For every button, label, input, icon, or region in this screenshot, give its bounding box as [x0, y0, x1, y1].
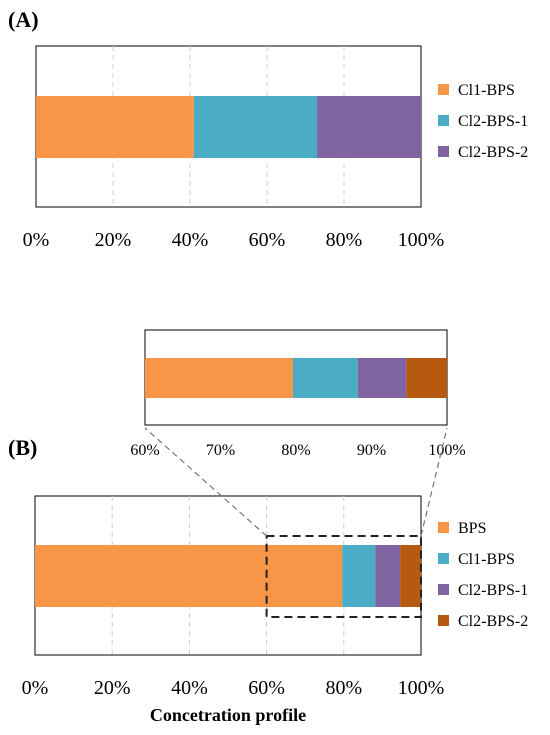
legend-swatch-a [438, 84, 449, 95]
x-tick-label-a: 0% [23, 229, 50, 251]
x-tick-label-b: 60% [248, 677, 285, 699]
bar-segment-b [400, 545, 421, 607]
legend-label-b: Cl1-BPS [458, 551, 515, 568]
x-tick-label-a: 60% [249, 229, 286, 251]
legend-swatch-a [438, 115, 449, 126]
bar-segment-b [35, 545, 343, 607]
bar-segment-inset [406, 358, 447, 398]
legend-swatch-a [438, 146, 449, 157]
x-tick-label-b: 80% [325, 677, 362, 699]
bar-segment-b [342, 545, 376, 607]
x-tick-label-b: 20% [94, 677, 131, 699]
panel-label-b: (B) [8, 435, 37, 460]
x-tick-label-inset: 100% [428, 442, 465, 459]
panel-label-a: (A) [8, 7, 39, 32]
bar-segment-a [193, 96, 318, 158]
x-tick-label-b: 100% [398, 677, 445, 699]
zoom-box [265, 535, 422, 618]
x-tick-label-a: 20% [95, 229, 132, 251]
bar-segment-inset [145, 358, 293, 398]
zoom-connector-left [144, 427, 267, 537]
legend-label-a: Cl2-BPS-2 [458, 144, 528, 161]
legend-label-b: BPS [458, 520, 486, 537]
x-axis-label-b: Concetration profile [150, 705, 306, 725]
x-tick-label-inset: 70% [206, 442, 235, 459]
legend-swatch-b [438, 522, 449, 533]
zoom-connector-right [420, 427, 448, 537]
x-tick-label-a: 80% [326, 229, 363, 251]
legend-label-a: Cl1-BPS [458, 82, 515, 99]
bar-segment-a [317, 96, 421, 158]
x-tick-label-a: 40% [172, 229, 209, 251]
legend-swatch-b [438, 615, 449, 626]
legend-label-b: Cl2-BPS-1 [458, 582, 528, 599]
bar-segment-b [375, 545, 401, 607]
x-tick-label-inset: 90% [357, 442, 386, 459]
x-tick-label-b: 0% [22, 677, 49, 699]
bar-segment-inset [357, 358, 407, 398]
bar-segment-inset [292, 358, 358, 398]
x-tick-label-inset: 80% [281, 442, 310, 459]
bar-segment-a [36, 96, 194, 158]
x-tick-label-a: 100% [398, 229, 445, 251]
legend-swatch-b [438, 584, 449, 595]
x-tick-label-b: 40% [171, 677, 208, 699]
legend-swatch-b [438, 553, 449, 564]
legend-label-a: Cl2-BPS-1 [458, 113, 528, 130]
legend-label-b: Cl2-BPS-2 [458, 613, 528, 630]
x-tick-label-inset: 60% [130, 442, 159, 459]
